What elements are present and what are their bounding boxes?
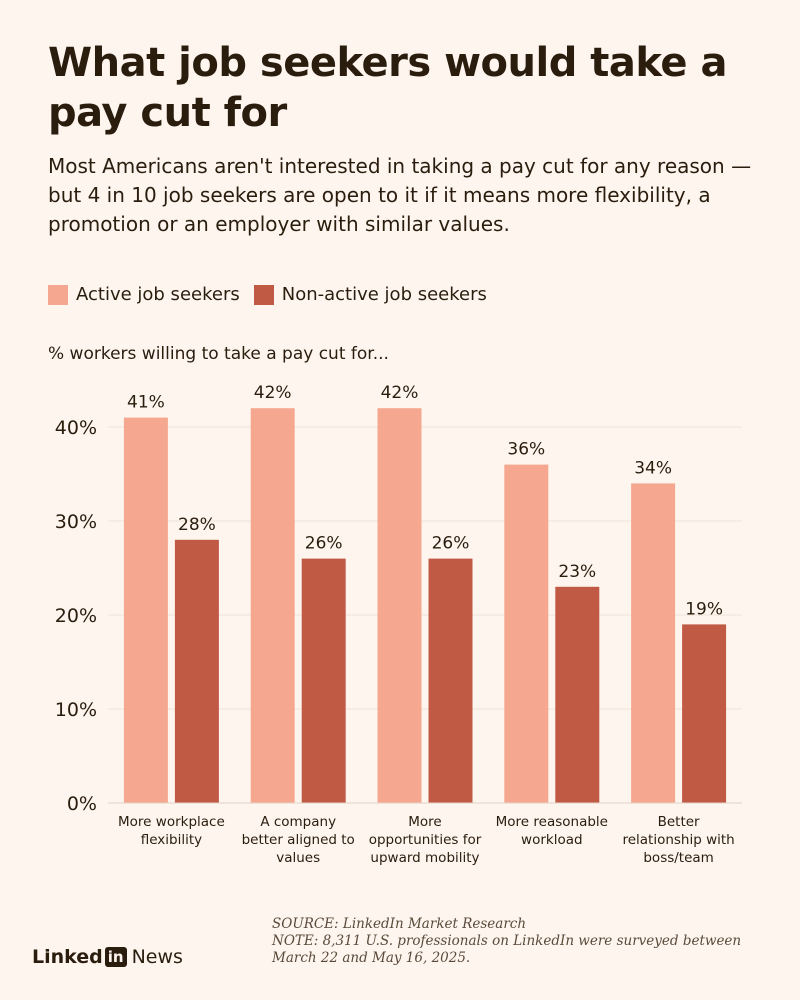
x-tick-label-line: upward mobility [370, 850, 479, 866]
y-tick-label: 20% [55, 605, 97, 627]
legend-swatch-active [48, 284, 68, 305]
x-tick-label: More reasonable workload [496, 814, 608, 848]
data-label: 42% [254, 383, 292, 403]
x-tick-label-line: workload [521, 832, 583, 848]
legend-label-non-active: Non-active job seekers [281, 284, 487, 305]
bar-active [504, 464, 549, 803]
y-axis-label: % workers willing to take a pay cut for.… [48, 344, 389, 364]
data-label: 34% [634, 458, 672, 478]
bar-active [377, 408, 422, 803]
data-label: 23% [558, 562, 596, 582]
y-tick-label: 10% [55, 699, 97, 721]
x-tick-label-line: relationship with [622, 832, 734, 848]
data-label: 36% [507, 440, 545, 460]
brand-in-badge: in [104, 947, 127, 967]
chart-title: What job seekers would take a pay cut fo… [48, 40, 727, 136]
legend-item-non-active: Non-active job seekers [253, 284, 487, 305]
x-tick-label-line: values [276, 850, 320, 866]
source-text: SOURCE: LinkedIn Market Research [272, 916, 527, 932]
x-tick-label: More opportunities for upward mobility [369, 814, 482, 866]
x-tick-label: A company better aligned to values [242, 814, 355, 866]
x-tick-label-line: More reasonable [496, 814, 608, 830]
linkedin-news-logo: Linked in News [32, 946, 183, 968]
bar-active [250, 408, 295, 803]
x-tick-label-line: A company [260, 814, 336, 830]
x-tick-label-line: More workplace [118, 814, 225, 830]
bar-non-active [428, 558, 473, 803]
y-tick-label: 30% [55, 511, 97, 533]
data-label: 26% [432, 534, 470, 554]
x-tick-label: Better relationship with boss/team [622, 814, 734, 866]
bar-non-active [301, 558, 346, 803]
bar-non-active [682, 624, 727, 803]
y-tick-label: 0% [67, 793, 97, 815]
x-tick-label-line: better aligned to [242, 832, 355, 848]
x-tick-label-line: More [408, 814, 441, 830]
brand-linked: Linked [32, 946, 103, 968]
bar-non-active [555, 586, 600, 803]
data-label: 42% [381, 383, 419, 403]
x-tick-label: More workplace flexibility [118, 814, 225, 848]
legend-swatch-non-active [253, 284, 274, 305]
data-label: 26% [305, 534, 343, 554]
note-text-line2: March 22 and May 16, 2025. [272, 950, 471, 966]
chart-subtitle: Most Americans aren't interested in taki… [48, 154, 752, 236]
brand-news: News [131, 946, 183, 968]
x-tick-label-line: boss/team [643, 850, 713, 866]
y-tick-label: 40% [55, 417, 97, 439]
bar-active [123, 417, 168, 803]
data-label: 28% [178, 515, 216, 535]
note-text-line1: NOTE: 8,311 U.S. professionals on Linked… [272, 933, 742, 949]
x-tick-label-line: flexibility [141, 832, 202, 848]
source-note: SOURCE: LinkedIn Market Research NOTE: 8… [272, 916, 772, 967]
x-tick-label-line: opportunities for [369, 832, 482, 848]
legend-item-active: Active job seekers [48, 284, 240, 305]
data-label: 19% [685, 599, 723, 619]
legend-label-active: Active job seekers [76, 284, 240, 305]
bar-non-active [174, 539, 219, 803]
data-label: 41% [127, 393, 165, 413]
x-tick-label-line: Better [658, 814, 700, 830]
legend: Active job seekers Non-active job seeker… [48, 284, 491, 305]
bar-active [631, 483, 676, 803]
